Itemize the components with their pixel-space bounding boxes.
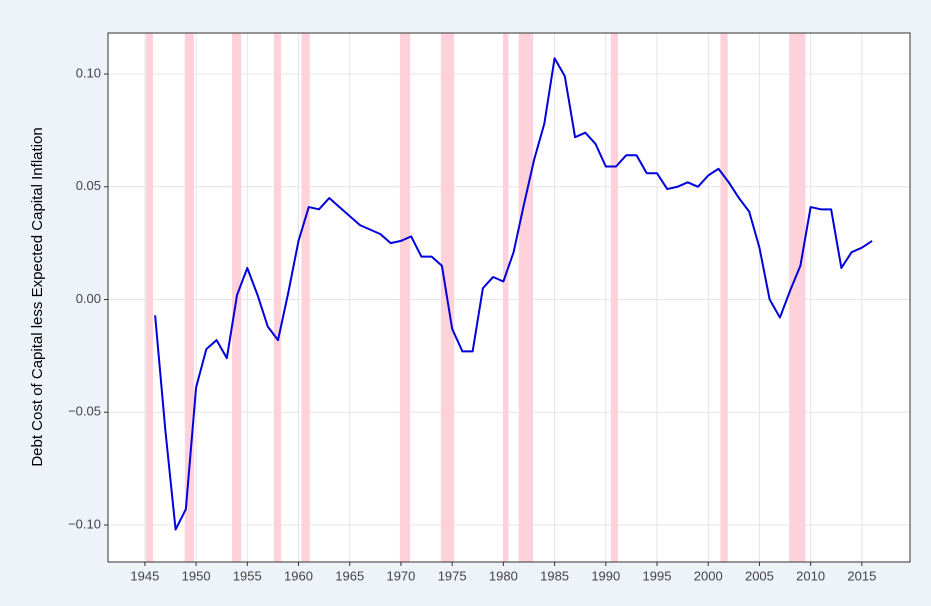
x-tick-label: 1945 <box>130 568 159 583</box>
recession-band <box>518 33 534 562</box>
x-tick-label: 1985 <box>540 568 569 583</box>
x-tick-label: 2000 <box>694 568 723 583</box>
x-tick-label: 1970 <box>386 568 415 583</box>
y-tick-label: 0.10 <box>76 65 101 80</box>
line <box>154 57 873 531</box>
y-tick-label: 0.05 <box>76 178 101 193</box>
recession-band <box>145 33 154 562</box>
x-tick-label: 2015 <box>847 568 876 583</box>
y-tick-label: −0.10 <box>68 516 101 531</box>
recession-band <box>301 33 310 562</box>
x-tick-label: 2010 <box>796 568 825 583</box>
x-tick-label: 1965 <box>335 568 364 583</box>
recession-band <box>789 33 806 562</box>
x-tick-label: 2005 <box>745 568 774 583</box>
y-tick-label: 0.00 <box>76 291 101 306</box>
recession-band <box>610 33 619 562</box>
x-tick-label: 1980 <box>489 568 518 583</box>
panel <box>108 33 910 562</box>
y-axis-label: Debt Cost of Capital less Expected Capit… <box>29 127 46 466</box>
recession-band <box>399 33 411 562</box>
recession-band <box>273 33 282 562</box>
recession-band <box>720 33 728 562</box>
panel-border <box>107 32 911 563</box>
x-tick-label: 1995 <box>643 568 672 583</box>
y-tick-label: −0.05 <box>68 404 101 419</box>
x-tick-label: 1960 <box>284 568 313 583</box>
recession-band <box>184 33 195 562</box>
x-tick-label: 1990 <box>591 568 620 583</box>
x-tick-label: 1950 <box>182 568 211 583</box>
x-tick-label: 1955 <box>233 568 262 583</box>
x-tick-label: 1975 <box>438 568 467 583</box>
recession-band <box>503 33 509 562</box>
